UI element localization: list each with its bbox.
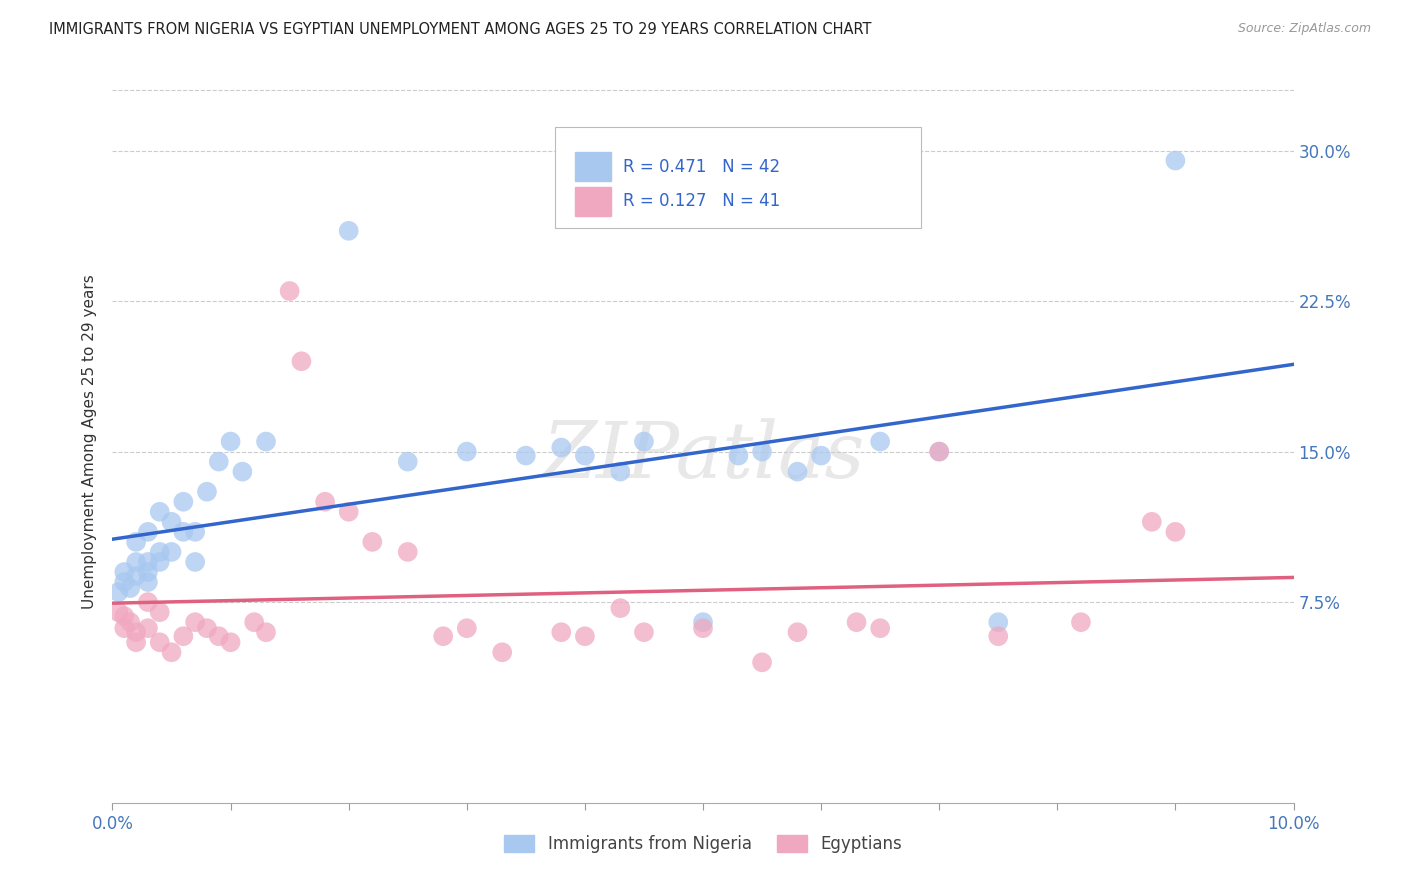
Point — [254, 625, 277, 640]
Legend: Immigrants from Nigeria, Egyptians: Immigrants from Nigeria, Egyptians — [498, 828, 908, 860]
Point — [254, 434, 277, 449]
Point — [136, 555, 159, 569]
Point — [107, 605, 129, 619]
Point — [160, 545, 183, 559]
Point — [136, 524, 159, 539]
Point — [633, 625, 655, 640]
Point — [361, 535, 384, 549]
Point — [149, 635, 172, 649]
Point — [727, 449, 749, 463]
Point — [219, 434, 242, 449]
Point — [120, 615, 142, 630]
Point — [120, 581, 142, 595]
Point — [869, 434, 891, 449]
Text: IMMIGRANTS FROM NIGERIA VS EGYPTIAN UNEMPLOYMENT AMONG AGES 25 TO 29 YEARS CORRE: IMMIGRANTS FROM NIGERIA VS EGYPTIAN UNEM… — [49, 22, 872, 37]
Point — [609, 601, 631, 615]
Point — [928, 444, 950, 458]
Point — [136, 621, 159, 635]
Point — [125, 555, 148, 569]
Point — [107, 585, 129, 599]
Point — [574, 449, 596, 463]
Point — [692, 621, 714, 635]
Point — [112, 621, 135, 635]
Point — [751, 444, 773, 458]
Point — [184, 524, 207, 539]
Point — [160, 645, 183, 659]
Point — [112, 565, 135, 579]
Text: R = 0.127   N = 41: R = 0.127 N = 41 — [623, 193, 780, 211]
Point — [869, 621, 891, 635]
Point — [278, 284, 301, 298]
Point — [125, 535, 148, 549]
Point — [786, 625, 808, 640]
Point — [136, 595, 159, 609]
Point — [184, 615, 207, 630]
FancyBboxPatch shape — [555, 128, 921, 228]
Point — [149, 505, 172, 519]
Point — [1070, 615, 1092, 630]
Point — [125, 635, 148, 649]
Point — [125, 569, 148, 583]
Point — [184, 555, 207, 569]
Point — [987, 615, 1010, 630]
Point — [845, 615, 868, 630]
Point — [928, 444, 950, 458]
Point — [337, 224, 360, 238]
Point — [609, 465, 631, 479]
Point — [1164, 153, 1187, 168]
Point — [574, 629, 596, 643]
Point — [1140, 515, 1163, 529]
Point — [432, 629, 454, 643]
Point — [208, 455, 231, 469]
Point — [112, 609, 135, 624]
Point — [396, 545, 419, 559]
Point — [195, 484, 218, 499]
Point — [172, 629, 194, 643]
Point — [149, 545, 172, 559]
Point — [314, 494, 336, 508]
Bar — [575, 153, 610, 181]
Y-axis label: Unemployment Among Ages 25 to 29 years: Unemployment Among Ages 25 to 29 years — [82, 274, 97, 609]
Point — [692, 615, 714, 630]
Point — [290, 354, 312, 368]
Point — [491, 645, 513, 659]
Point — [243, 615, 266, 630]
Point — [125, 625, 148, 640]
Point — [515, 449, 537, 463]
Point — [987, 629, 1010, 643]
Point — [172, 524, 194, 539]
Text: R = 0.471   N = 42: R = 0.471 N = 42 — [623, 158, 780, 176]
Point — [149, 555, 172, 569]
Point — [149, 605, 172, 619]
Point — [456, 621, 478, 635]
Point — [751, 655, 773, 669]
Point — [633, 434, 655, 449]
Text: ZIPatlas: ZIPatlas — [541, 417, 865, 494]
Point — [231, 465, 253, 479]
Point — [550, 625, 572, 640]
Text: Source: ZipAtlas.com: Source: ZipAtlas.com — [1237, 22, 1371, 36]
Point — [160, 515, 183, 529]
Point — [136, 575, 159, 590]
Point — [1164, 524, 1187, 539]
Point — [550, 441, 572, 455]
Point — [112, 575, 135, 590]
Point — [337, 505, 360, 519]
Point — [219, 635, 242, 649]
Point — [195, 621, 218, 635]
Point — [810, 449, 832, 463]
Point — [456, 444, 478, 458]
Point — [172, 494, 194, 508]
Point — [208, 629, 231, 643]
Point — [136, 565, 159, 579]
Point — [786, 465, 808, 479]
Bar — [575, 186, 610, 216]
Point — [396, 455, 419, 469]
